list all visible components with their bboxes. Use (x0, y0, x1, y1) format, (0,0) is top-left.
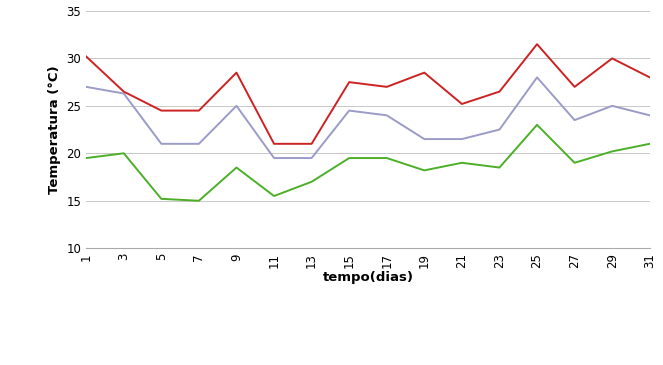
Percentil 90% (120, 89, 128, 94)
Line: Percentil 10%: Percentil 10% (86, 125, 650, 201)
Percentil 90% (82, 54, 90, 59)
Percentil 90% (308, 142, 316, 146)
Y-axis label: Temperatura (°C): Temperatura (°C) (48, 65, 61, 194)
Mediana (157, 142, 165, 146)
Mediana (383, 113, 391, 118)
Percentil 10% (345, 156, 353, 160)
Percentil 10% (533, 123, 541, 127)
Percentil 90% (383, 85, 391, 89)
Percentil 10% (195, 199, 203, 203)
Percentil 10% (120, 151, 128, 155)
Mediana (345, 108, 353, 113)
Mediana (608, 104, 616, 108)
Mediana (533, 75, 541, 80)
Mediana (270, 156, 278, 160)
Percentil 10% (233, 165, 241, 170)
Mediana (571, 118, 579, 122)
Mediana (195, 142, 203, 146)
Percentil 10% (420, 168, 428, 173)
Percentil 90% (495, 89, 503, 94)
Percentil 90% (157, 108, 165, 113)
X-axis label: tempo(dias): tempo(dias) (322, 271, 414, 284)
Percentil 10% (270, 194, 278, 198)
Percentil 90% (533, 42, 541, 46)
Mediana (233, 104, 241, 108)
Percentil 10% (646, 142, 654, 146)
Mediana (458, 137, 466, 141)
Percentil 90% (420, 70, 428, 75)
Mediana (420, 137, 428, 141)
Mediana (82, 85, 90, 89)
Percentil 10% (82, 156, 90, 160)
Mediana (495, 127, 503, 132)
Percentil 90% (646, 75, 654, 80)
Line: Percentil 90%: Percentil 90% (86, 44, 650, 144)
Percentil 90% (345, 80, 353, 84)
Percentil 90% (608, 56, 616, 61)
Percentil 90% (270, 142, 278, 146)
Percentil 10% (495, 165, 503, 170)
Percentil 10% (458, 161, 466, 165)
Percentil 90% (195, 108, 203, 113)
Percentil 10% (157, 197, 165, 201)
Percentil 10% (571, 161, 579, 165)
Mediana (120, 91, 128, 96)
Percentil 90% (458, 102, 466, 106)
Mediana (646, 113, 654, 118)
Percentil 10% (308, 180, 316, 184)
Percentil 10% (608, 149, 616, 154)
Percentil 90% (571, 85, 579, 89)
Percentil 90% (233, 70, 241, 75)
Mediana (308, 156, 316, 160)
Line: Mediana: Mediana (86, 77, 650, 158)
Percentil 10% (383, 156, 391, 160)
